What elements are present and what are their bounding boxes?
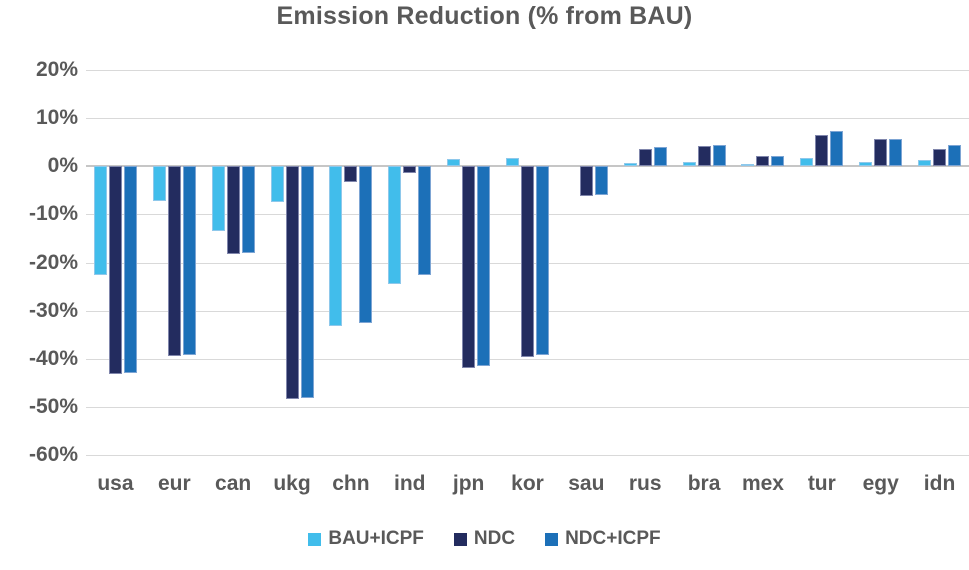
x-axis-tick-label-eur: eur [157,472,191,495]
bar-bau-icpf-ind [388,166,402,284]
y-axis-tick-label: 10% [35,106,78,130]
y-axis-tick-label: -30% [28,298,78,322]
y-axis-tick-label: -40% [28,346,78,370]
bar-ndc-icpf-rus [653,147,667,167]
bar-ndc-tur [815,134,829,167]
bar-bau-icpf-kor [506,158,519,167]
x-axis-tick-label-jpn: jpn [452,472,485,495]
x-axis-tick-label-ind: ind [394,472,426,495]
legend-item-ndc-icpf: NDC+ICPF [545,528,661,550]
x-axis-tick-label-bra: bra [687,472,721,495]
bar-ndc-icpf-can [241,166,255,253]
bar-bau-icpf-usa [93,166,107,275]
bar-ndc-mex [756,156,770,167]
x-axis-tick-label-sau: sau [568,472,605,495]
bar-ndc-icpf-egy [889,138,903,167]
bar-ndc-can [226,166,240,255]
y-axis-tick-label: 0% [47,154,78,178]
gridline [86,406,969,408]
x-axis-tick-label-rus: rus [628,472,662,495]
x-axis-tick-label-egy: egy [862,472,899,495]
bar-ndc-sau [579,166,593,196]
bar-ndc-eur [167,166,181,356]
x-axis-tick-label-usa: usa [97,472,134,495]
bar-ndc-kor [521,166,534,357]
bar-ndc-icpf-bra [712,145,726,167]
bar-bau-icpf-rus [623,163,637,167]
y-axis: 20% 10% 0% -10% -20% -30% -40% -50% -60% [0,59,78,466]
legend: BAU+ICPF NDC NDC+ICPF [0,528,969,550]
bar-ndc-icpf-ind [418,166,432,275]
x-axis-tick-label-chn: chn [332,472,370,495]
bar-ndc-icpf-idn [948,145,962,167]
bar-ndc-ind [403,166,417,174]
bar-ndc-icpf-kor [536,166,549,355]
bar-bau-icpf-jpn [447,159,461,167]
bar-ndc-chn [344,166,358,183]
bar-bau-icpf-chn [329,166,343,327]
x-axis-tick-label-tur: tur [807,472,836,495]
gridline [86,118,969,120]
bar-ndc-rus [638,148,652,167]
chart-title: Emission Reduction (% from BAU) [276,2,693,30]
x-axis-tick-label-ukg: ukg [273,472,311,495]
gridline [86,455,969,456]
x-axis: usa eur can ukg chn ind jpn kor sau rus bra mex tur e… [86,472,969,500]
bar-bau-icpf-idn [918,160,932,167]
legend-swatch-icon [453,532,467,546]
bar-ndc-idn [933,149,947,167]
y-axis-tick-label: -60% [28,443,78,466]
gridline [86,358,969,360]
x-axis-tick-label-can: can [215,472,252,495]
bar-bau-icpf-tur [800,158,814,167]
x-axis-tick-label-mex: mex [741,472,784,495]
legend-item-bau-icpf: BAU+ICPF [308,528,424,550]
bar-ndc-icpf-tur [830,131,844,167]
y-axis-tick-label: -10% [28,202,78,226]
bar-ndc-bra [697,146,711,167]
legend-label: NDC+ICPF [565,528,661,549]
y-axis-tick-label: 20% [35,58,78,81]
legend-item-ndc: NDC [453,528,516,550]
bar-ndc-icpf-usa [123,166,137,373]
x-axis-tick-label-idn: idn [923,472,956,495]
gridline [86,70,969,71]
bar-ndc-icpf-ukg [300,166,314,399]
bar-bau-icpf-can [211,166,225,231]
bar-ndc-ukg [285,166,299,400]
bar-bau-icpf-eur [152,166,166,201]
legend-swatch-icon [308,532,322,546]
legend-label: NDC [473,528,516,549]
y-axis-tick-label: -50% [28,394,78,418]
x-axis-tick-label-kor: kor [511,472,544,495]
legend-swatch-icon [545,532,559,546]
bar-bau-icpf-mex [741,164,755,167]
bar-ndc-icpf-jpn [477,166,491,366]
legend-label: BAU+ICPF [328,528,424,549]
plot-area [86,70,969,456]
bar-ndc-jpn [462,166,476,369]
bar-ndc-usa [108,166,122,375]
bar-ndc-icpf-chn [359,166,373,323]
bar-ndc-icpf-sau [594,166,608,195]
bar-bau-icpf-bra [682,162,696,167]
y-axis-tick-label: -20% [28,250,78,274]
bar-ndc-icpf-eur [182,166,196,355]
bar-ndc-egy [874,138,888,167]
bar-bau-icpf-egy [859,161,873,167]
bar-bau-icpf-ukg [270,166,284,202]
bar-ndc-icpf-mex [771,155,785,167]
